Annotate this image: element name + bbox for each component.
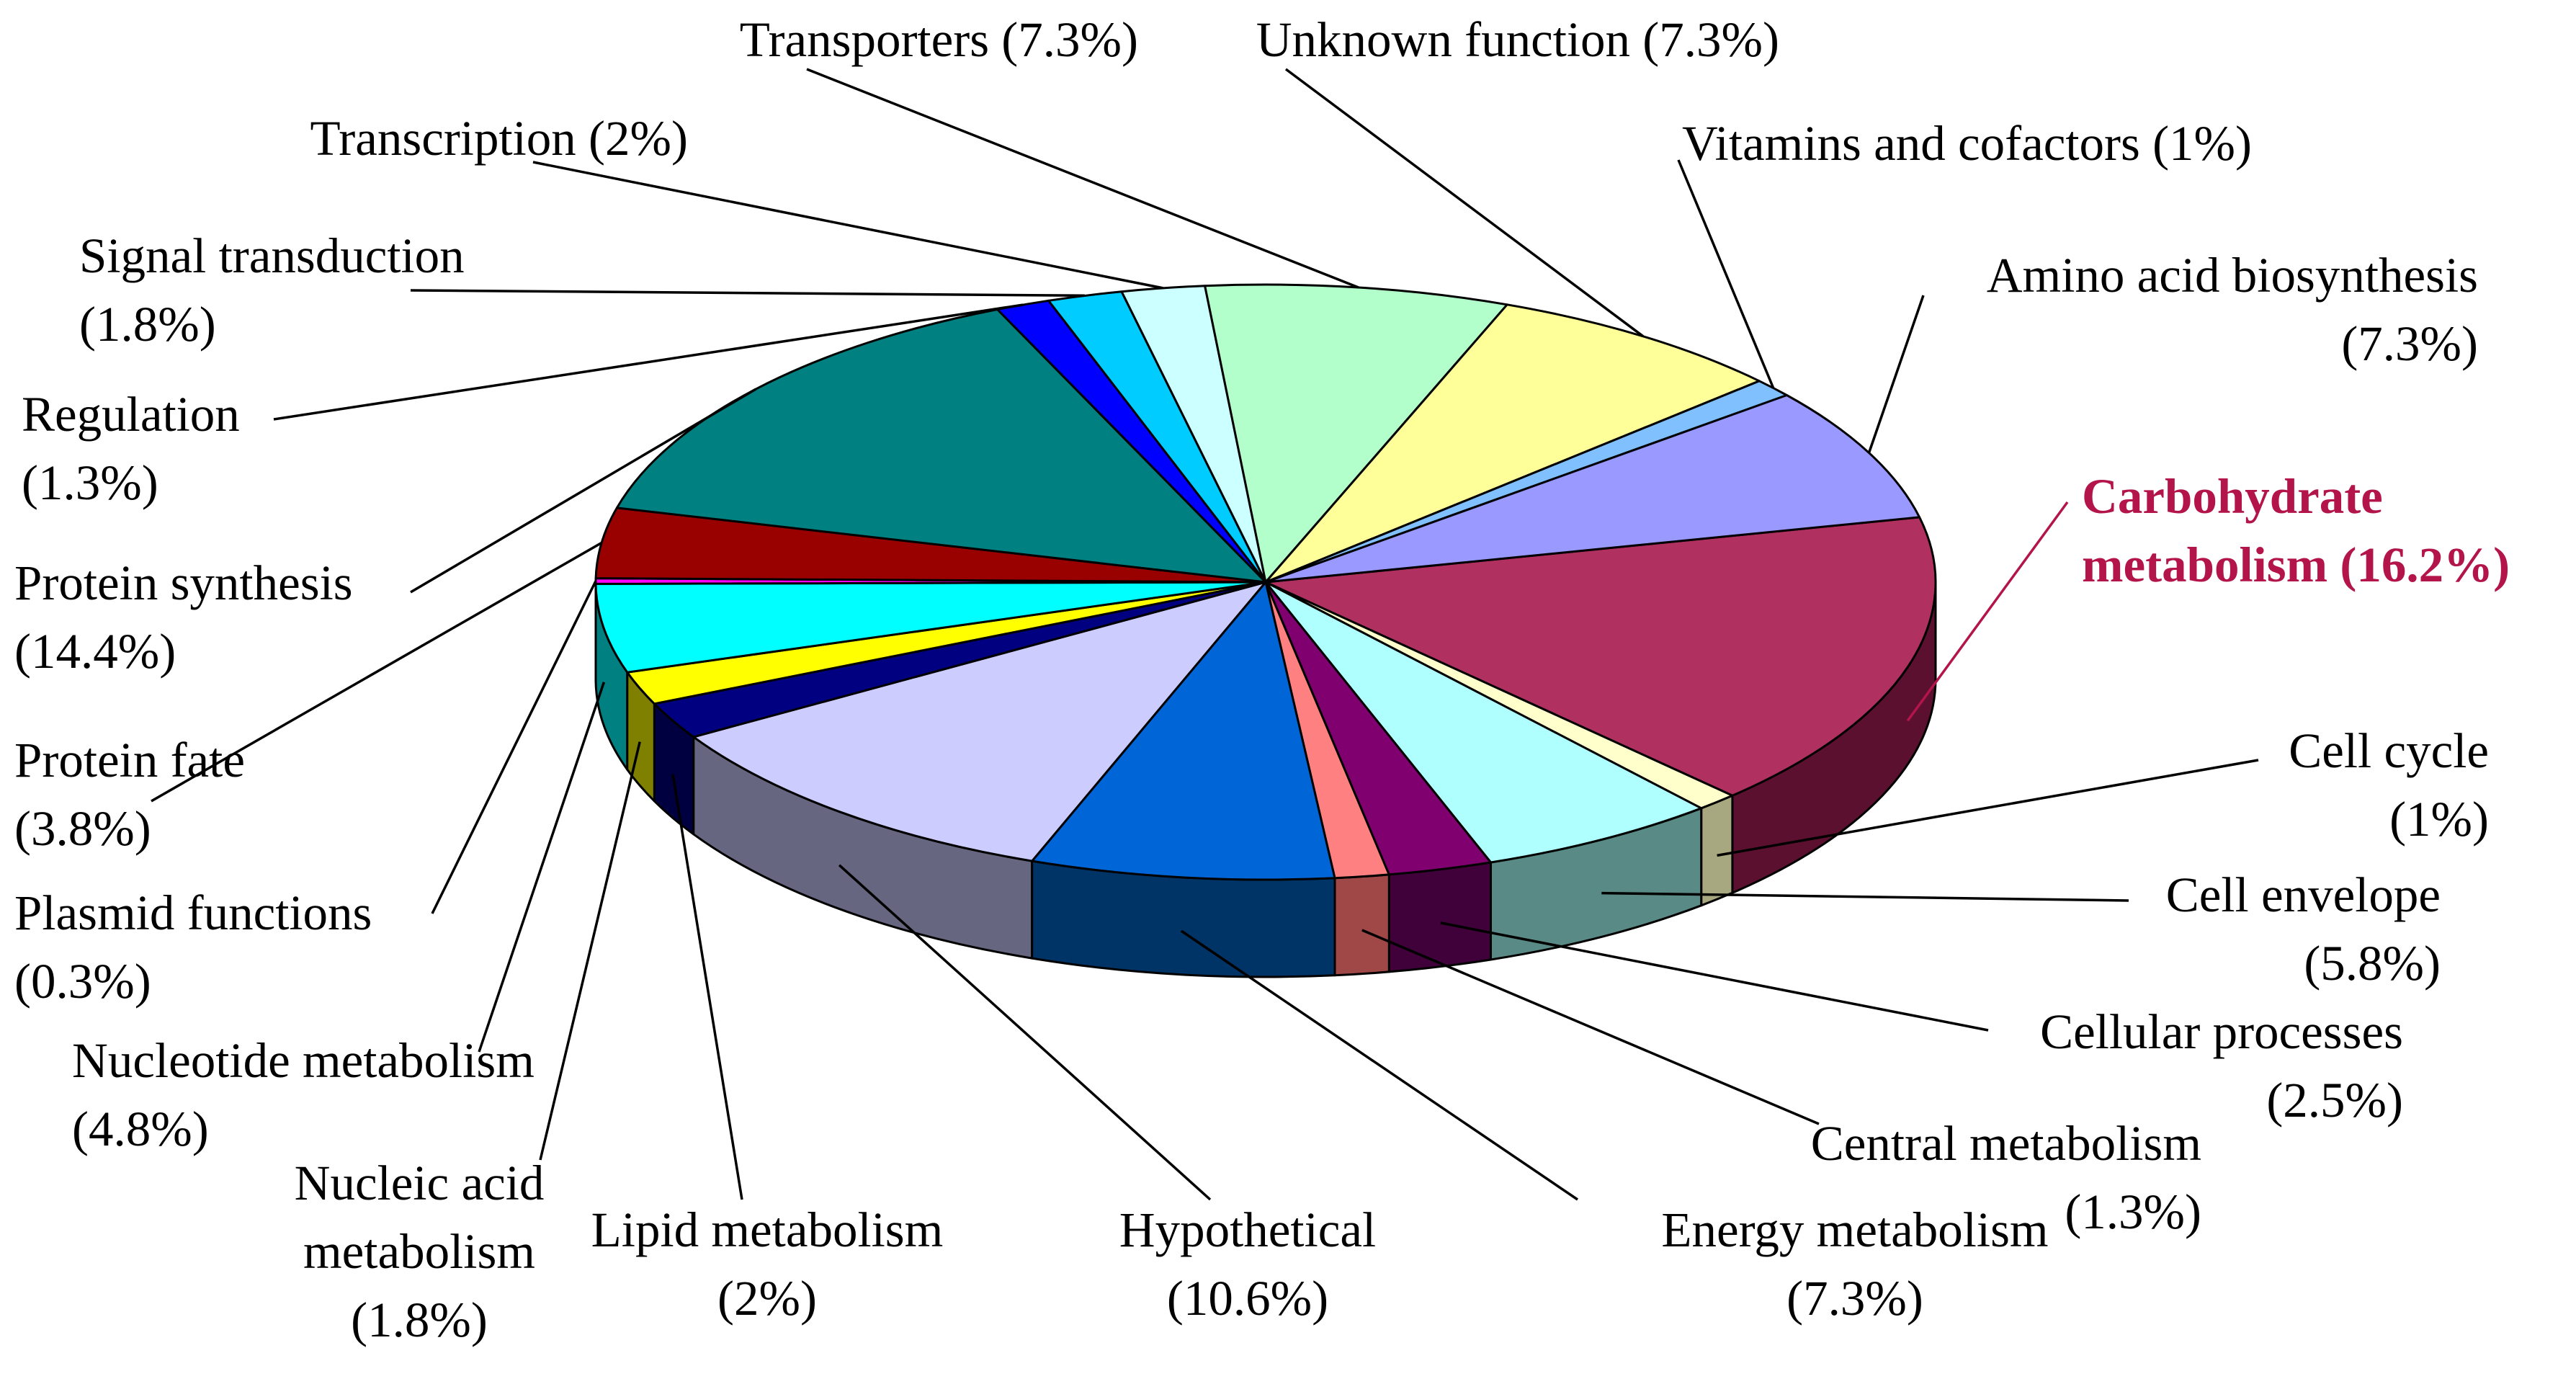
slice-label-nucleic-acid-metabolism: Nucleic acid metabolism (1.8%): [295, 1156, 545, 1347]
slice-label-line: Cellular processes: [2040, 1004, 2403, 1059]
slice-label-line: (7.3%): [1786, 1271, 1923, 1326]
slice-label-protein-synthesis: Protein synthesis (14.4%): [14, 555, 353, 679]
slice-label-regulation: Regulation (1.3%): [22, 387, 240, 510]
slice-label-energy-metabolism: Energy metabolism (7.3%): [1661, 1202, 2048, 1326]
slice-label-lipid-metabolism: Lipid metabolism (2%): [591, 1202, 944, 1326]
leader-line-plasmid-functions: [432, 581, 596, 914]
slice-label-line: Cell cycle: [2289, 723, 2489, 778]
slice-label-signal-transduction: Signal transduction (1.8%): [79, 228, 465, 352]
slice-label-unknown-function: Unknown function (7.3%): [1256, 12, 1779, 67]
leader-line-transcription: [533, 162, 1163, 288]
slice-label-cell-envelope: Cell envelope (5.8%): [2166, 867, 2441, 991]
leader-line-transporters: [807, 69, 1359, 287]
pie-slice-side-cellular-processes: [1389, 862, 1490, 972]
slice-label-carbohydrate-metabolism: Carbohydrate metabolism (16.2%): [2082, 469, 2510, 592]
slice-label-line: (2%): [717, 1271, 817, 1326]
slice-label-protein-fate: Protein fate (3.8%): [14, 733, 245, 856]
slice-label-transporters: Transporters (7.3%): [740, 12, 1138, 67]
slice-label-line: metabolism (16.2%): [2082, 537, 2510, 592]
slice-label-line: (2.5%): [2266, 1073, 2403, 1128]
leader-line-signal-transduction: [411, 290, 1085, 295]
slice-label-line: Hypothetical: [1119, 1202, 1376, 1257]
slice-label-line: (14.4%): [14, 624, 176, 679]
leader-line-cellular-processes: [1441, 923, 1988, 1030]
slice-label-line: (1.3%): [22, 455, 158, 510]
slice-label-line: Energy metabolism: [1661, 1202, 2048, 1257]
slice-label-line: (0.3%): [14, 954, 151, 1009]
leader-line-nucleotide-metabolism: [479, 682, 604, 1052]
slice-label-transcription: Transcription (2%): [310, 111, 688, 166]
slice-label-line: (1.8%): [79, 297, 216, 352]
slice-label-line: Protein fate: [14, 733, 245, 787]
slice-label-hypothetical: Hypothetical (10.6%): [1119, 1202, 1376, 1326]
slice-label-line: (1.8%): [351, 1293, 488, 1347]
slice-label-line: Unknown function (7.3%): [1256, 12, 1779, 67]
slice-label-line: (7.3%): [2341, 316, 2478, 371]
slice-label-cellular-processes: Cellular processes (2.5%): [2040, 1004, 2403, 1128]
slice-label-line: (10.6%): [1167, 1271, 1328, 1326]
leader-line-nucleic-acid-metabolism: [540, 742, 640, 1160]
slice-label-line: Lipid metabolism: [591, 1202, 944, 1257]
slice-label-line: (4.8%): [72, 1102, 209, 1156]
slice-label-line: (1.3%): [2065, 1184, 2201, 1239]
slice-label-line: Transcription (2%): [310, 111, 688, 166]
slice-label-line: (3.8%): [14, 801, 151, 856]
slice-label-line: metabolism: [303, 1224, 535, 1279]
slice-label-line: Amino acid biosynthesis: [1987, 248, 2478, 303]
leader-line-amino-acid-biosynthesis: [1869, 295, 1924, 453]
pie-slice-side-central-metabolism: [1335, 875, 1389, 976]
slice-label-nucleotide-metabolism: Nucleotide metabolism (4.8%): [72, 1033, 535, 1156]
slice-label-cell-cycle: Cell cycle (1%): [2289, 723, 2489, 847]
pie-top-faces: [596, 285, 1936, 880]
slice-label-line: Carbohydrate: [2082, 469, 2383, 524]
slice-label-line: Plasmid functions: [14, 885, 372, 940]
leader-line-central-metabolism: [1362, 930, 1819, 1124]
slice-label-line: Vitamins and cofactors (1%): [1682, 116, 2252, 171]
slice-label-line: Signal transduction: [79, 228, 465, 283]
slice-label-line: (1%): [2389, 792, 2489, 847]
slice-label-line: Nucleotide metabolism: [72, 1033, 535, 1088]
slice-label-line: Protein synthesis: [14, 555, 353, 610]
slice-label-line: Cell envelope: [2166, 867, 2441, 922]
slice-label-line: Regulation: [22, 387, 240, 442]
slice-label-line: Nucleic acid: [295, 1156, 545, 1210]
slice-label-amino-acid-biosynthesis: Amino acid biosynthesis (7.3%): [1987, 248, 2478, 371]
slice-label-line: Transporters (7.3%): [740, 12, 1138, 67]
slice-label-line: Central metabolism: [1811, 1116, 2201, 1171]
pie-slice-side-cell-cycle: [1701, 795, 1732, 906]
slice-label-line: (5.8%): [2304, 936, 2441, 991]
slice-label-vitamins-and-cofactors: Vitamins and cofactors (1%): [1682, 116, 2252, 171]
slice-label-plasmid-functions: Plasmid functions (0.3%): [14, 885, 372, 1009]
